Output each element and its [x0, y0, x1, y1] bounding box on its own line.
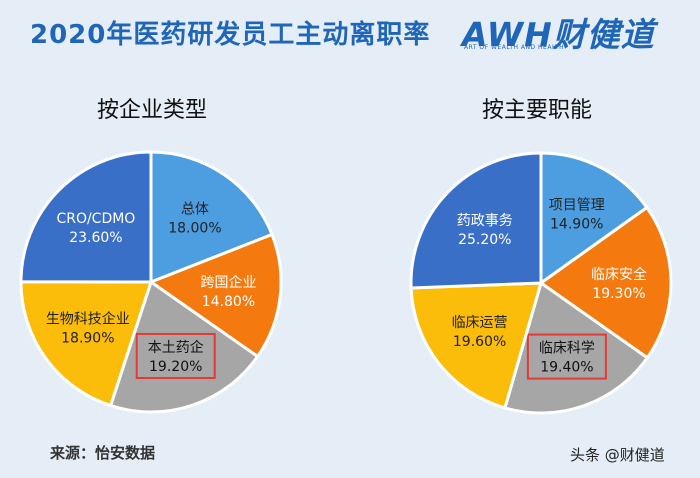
pie-slice-0-2	[108, 279, 260, 414]
pie-slice-0-4	[19, 150, 153, 284]
logo-subtitle: ART OF WEALTH AND HEALTH	[464, 44, 565, 51]
pie-slice-0-0	[149, 150, 274, 285]
slice-value-0-4: 23.60%	[69, 230, 122, 246]
pie-chart-function: 项目管理 14.90% 临床安全 19.30% 临床科学 19.40% 临床运营 19.60%…	[409, 151, 673, 415]
pie-slice-1-1	[538, 205, 673, 360]
highlight-box-1	[526, 333, 607, 380]
chart-title-function: 按主要职能	[481, 98, 592, 123]
slice-value-1-3: 19.60%	[453, 334, 506, 350]
slice-label-0-2: 本土药企	[148, 339, 204, 356]
slice-label-0-1: 跨国企业	[200, 274, 256, 291]
slice-label-1-4: 药政事务	[457, 213, 513, 229]
highlight-box-0	[135, 332, 216, 379]
pie-slice-1-0	[539, 151, 649, 286]
pie-slice-1-2	[503, 280, 650, 415]
slice-value-1-1: 19.30%	[592, 286, 645, 302]
slice-value-1-4: 25.20%	[458, 232, 511, 248]
pie-chart-company-type: 总体 18.00% 跨国企业 14.80% 本土药企 19.20% 生物科技企业 18.90%…	[19, 150, 283, 414]
pie-slice-0-1	[147, 232, 283, 359]
slice-label-1-0: 项目管理	[549, 198, 605, 214]
chart-title-company-type: 按企业类型	[96, 98, 207, 123]
page-title: 2020年医药研发员工主动离职率	[30, 20, 431, 50]
slice-value-1-2: 19.40%	[540, 360, 593, 376]
slice-label-0-4: CRO/CDMO	[56, 211, 135, 227]
slice-label-1-3: 临床运营	[452, 315, 508, 331]
slice-value-0-3: 18.90%	[61, 331, 114, 347]
source-note: 来源：怡安数据	[50, 444, 156, 462]
watermark: 头条 @财健道	[570, 446, 665, 464]
slice-value-0-0: 18.00%	[168, 221, 221, 237]
pie-slice-0-3	[19, 280, 154, 408]
slice-label-0-3: 生物科技企业	[46, 311, 130, 328]
brand-logo: AWH财健道 ART OF WEALTH AND HEALTH	[462, 8, 692, 54]
slice-value-0-1: 14.80%	[202, 294, 255, 310]
slice-value-1-0: 14.90%	[550, 217, 603, 233]
slice-label-0-0: 总体	[181, 202, 209, 218]
slice-label-1-1: 临床安全	[591, 266, 647, 283]
pie-slice-1-3	[409, 281, 544, 410]
slice-label-1-2: 临床科学	[539, 341, 595, 357]
slice-value-0-2: 19.20%	[149, 359, 202, 375]
pie-slice-1-4	[409, 151, 543, 290]
logo-text: AWH财健道	[462, 15, 655, 54]
